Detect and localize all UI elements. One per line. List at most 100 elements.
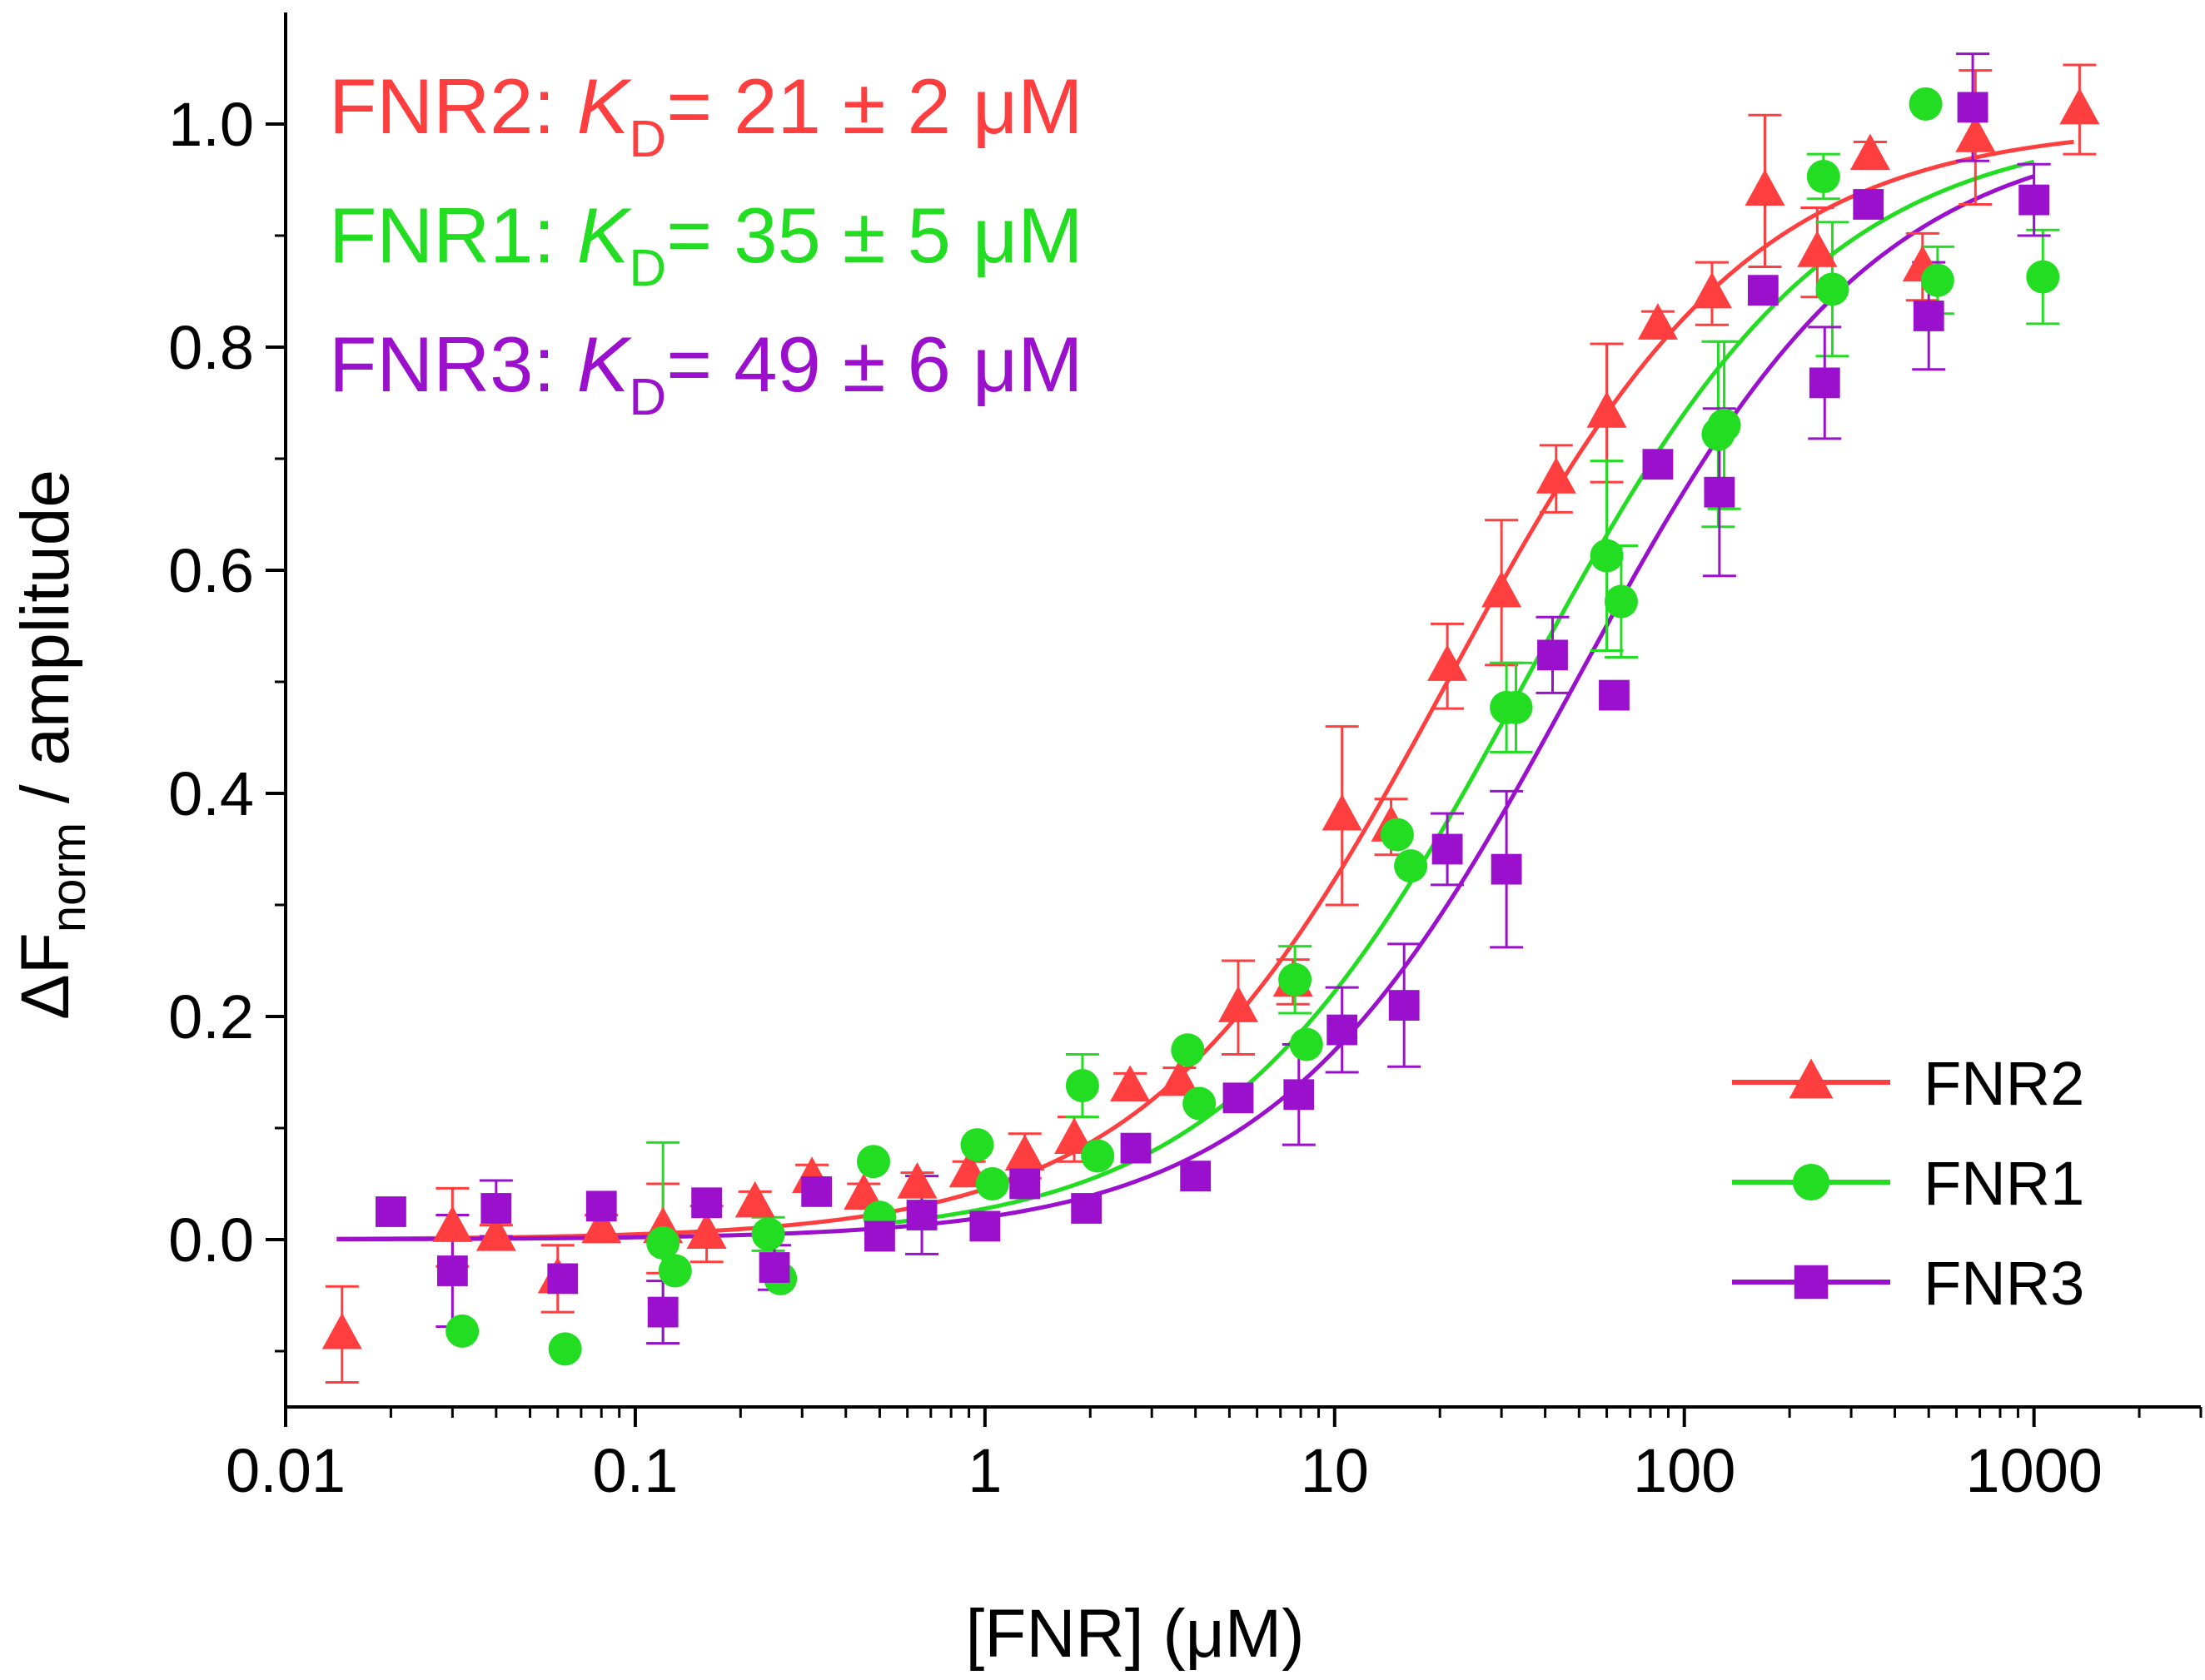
- data-point-fnr3: [376, 1196, 406, 1227]
- data-point-fnr1: [1909, 87, 1943, 121]
- legend-label-fnr3: FNR3: [1924, 1249, 2084, 1318]
- data-point-fnr2: [1586, 391, 1627, 428]
- data-point-fnr2: [1745, 169, 1785, 206]
- data-point-fnr2: [432, 1205, 473, 1242]
- fit-curve-fnr3: [336, 174, 2035, 1242]
- data-point-fnr2: [1322, 793, 1362, 831]
- legend-label-fnr2: FNR2: [1924, 1049, 2084, 1118]
- data-point-fnr1: [857, 1145, 891, 1179]
- data-point-fnr2: [1797, 231, 1838, 267]
- data-point-fnr1: [1289, 1027, 1323, 1061]
- data-point-fnr2: [1637, 303, 1678, 340]
- data-markers: [321, 87, 2100, 1366]
- data-point-fnr1: [1394, 849, 1428, 883]
- data-point-fnr3: [1642, 449, 1674, 480]
- data-point-fnr2: [1427, 644, 1468, 681]
- fit-curve-fnr2: [336, 139, 2074, 1241]
- data-point-fnr3: [1491, 853, 1522, 885]
- data-point-fnr2: [1054, 1117, 1095, 1155]
- data-point-fnr1: [1590, 539, 1624, 573]
- legend-marker-fnr2: [1789, 1058, 1834, 1099]
- x-axis-title: [FNR] (μM): [965, 1596, 1304, 1672]
- data-point-fnr3: [969, 1210, 1001, 1242]
- kd-annotation-fnr2: FNR2: KD= 21 ± 2 μM: [329, 62, 1083, 168]
- x-tick-label: 0.01: [226, 1436, 346, 1505]
- data-point-fnr3: [759, 1252, 790, 1283]
- data-point-fnr3: [1009, 1168, 1041, 1200]
- y-axis-title-sub: norm: [42, 823, 96, 932]
- data-point-fnr3: [864, 1220, 895, 1252]
- fit-curve-fnr1: [879, 159, 2035, 1226]
- data-point-fnr1: [1278, 962, 1312, 997]
- data-point-fnr2: [581, 1206, 622, 1244]
- data-point-fnr3: [691, 1187, 723, 1219]
- y-axis-title-rest: / amplitude: [7, 470, 83, 823]
- y-tick-label: 0.2: [168, 982, 254, 1051]
- data-point-fnr1: [1806, 159, 1840, 193]
- data-point-fnr2: [1004, 1134, 1045, 1171]
- data-point-fnr1: [445, 1314, 480, 1348]
- data-point-fnr3: [1957, 92, 1988, 123]
- data-point-fnr1: [1920, 263, 1954, 297]
- data-point-fnr2: [475, 1214, 516, 1251]
- legend-label-fnr1: FNR1: [1924, 1149, 2084, 1218]
- data-point-fnr1: [1707, 408, 1741, 442]
- legend: FNR2 FNR1 FNR3: [1732, 1049, 2084, 1318]
- data-point-fnr3: [480, 1193, 512, 1224]
- data-point-fnr1: [1065, 1069, 1099, 1103]
- y-tick-label: 0.0: [168, 1205, 254, 1275]
- x-tick-label: 1: [968, 1436, 1002, 1505]
- data-point-fnr3: [1222, 1082, 1254, 1114]
- data-point-fnr1: [2026, 260, 2060, 294]
- data-point-fnr3: [1809, 367, 1840, 399]
- data-point-fnr2: [2059, 87, 2100, 125]
- data-point-fnr3: [801, 1176, 833, 1207]
- data-point-fnr2: [1849, 133, 1890, 171]
- data-point-fnr1: [751, 1217, 785, 1251]
- data-point-fnr1: [975, 1167, 1009, 1200]
- data-point-fnr2: [844, 1173, 884, 1210]
- data-point-fnr1: [658, 1254, 692, 1288]
- data-point-fnr1: [1815, 272, 1849, 306]
- kd-annotation-fnr3: FNR3: KD= 49 ± 6 μM: [329, 321, 1083, 426]
- y-tick-label: 0.8: [168, 313, 254, 382]
- data-point-fnr3: [1120, 1132, 1152, 1164]
- data-point-fnr1: [1081, 1139, 1115, 1173]
- data-point-fnr3: [1704, 476, 1735, 508]
- y-tick-label: 1.0: [168, 90, 254, 159]
- data-point-fnr2: [1691, 271, 1732, 309]
- data-point-fnr3: [1747, 275, 1779, 306]
- fit-curves: [336, 139, 2074, 1242]
- data-point-fnr2: [321, 1312, 362, 1349]
- data-point-fnr2: [1159, 1059, 1200, 1096]
- data-point-fnr1: [548, 1332, 582, 1366]
- axes: 0.01 0.1 1 10 100 1000 0.0 0.2 0.4 0.6 0.8 1.0 [FNR]…: [7, 12, 2203, 1672]
- legend-marker-fnr1: [1793, 1164, 1829, 1200]
- data-point-fnr3: [1537, 639, 1568, 671]
- x-tick-label: 100: [1633, 1436, 1735, 1505]
- x-tick-label: 1000: [1965, 1436, 2103, 1505]
- data-point-fnr2: [897, 1161, 938, 1199]
- data-point-fnr3: [1388, 990, 1420, 1021]
- y-tick-label: 0.6: [168, 536, 254, 605]
- data-point-fnr3: [1431, 833, 1463, 865]
- data-point-fnr1: [1171, 1033, 1205, 1067]
- data-point-fnr2: [1955, 116, 1996, 152]
- y-tick-label: 0.4: [168, 759, 254, 828]
- data-point-fnr2: [1218, 986, 1259, 1022]
- data-point-fnr3: [436, 1255, 468, 1286]
- data-point-fnr3: [906, 1200, 938, 1230]
- x-tick-label: 10: [1301, 1436, 1369, 1505]
- data-point-fnr1: [646, 1226, 680, 1260]
- kd-annotations: FNR2: KD= 21 ± 2 μM FNR1: KD= 35 ± 5 μM FN…: [329, 62, 1083, 426]
- data-point-fnr3: [585, 1190, 617, 1222]
- kd-annotation-fnr1: FNR1: KD= 35 ± 5 μM: [329, 191, 1083, 297]
- legend-marker-fnr3: [1794, 1265, 1829, 1300]
- data-point-fnr1: [960, 1128, 994, 1162]
- data-point-fnr3: [2018, 184, 2050, 216]
- data-point-fnr3: [1913, 301, 1944, 331]
- data-point-fnr1: [1380, 818, 1414, 852]
- data-point-fnr2: [1110, 1065, 1151, 1102]
- data-point-fnr1: [1604, 584, 1638, 619]
